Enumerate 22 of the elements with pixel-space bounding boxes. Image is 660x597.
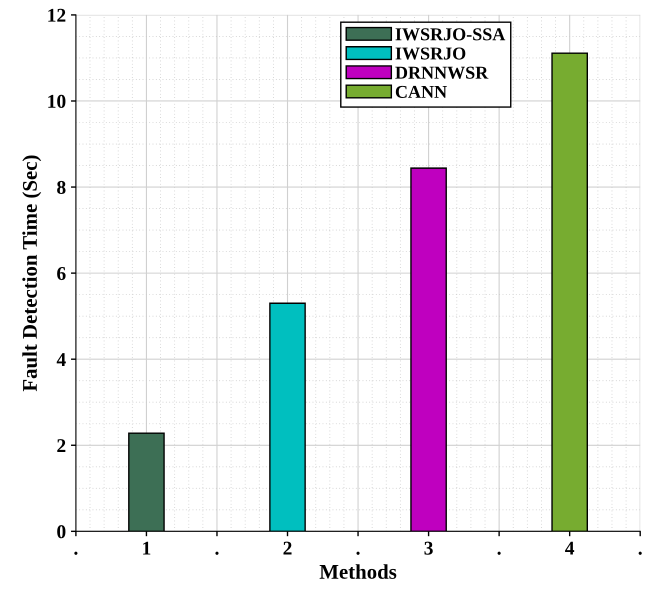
x-tick-label: . bbox=[498, 552, 501, 555]
y-tick-label: 8 bbox=[57, 180, 66, 194]
legend-label: DRNNWSR bbox=[395, 66, 488, 79]
x-tick-label: 4 bbox=[565, 542, 574, 555]
y-axis-title: Fault Detection Time (Sec) bbox=[22, 156, 42, 392]
y-tick-label: 0 bbox=[57, 525, 66, 538]
y-tick-label: 2 bbox=[57, 439, 66, 452]
x-tick-label: 1 bbox=[143, 542, 150, 555]
y-tick-label: 12 bbox=[48, 8, 66, 22]
y-tick-label: 6 bbox=[57, 267, 66, 280]
y-tick-label: 4 bbox=[56, 353, 66, 366]
legend-label: CANN bbox=[396, 86, 447, 98]
legend-label: IWSRJO bbox=[396, 47, 466, 60]
x-tick-label: 2 bbox=[283, 542, 292, 555]
x-tick-label: . bbox=[638, 552, 642, 555]
y-tick-label: 10 bbox=[48, 94, 66, 108]
x-tick-label: 3 bbox=[424, 542, 433, 555]
x-axis-title: Methods bbox=[320, 564, 396, 579]
x-tick-label: . bbox=[356, 552, 360, 555]
x-tick-label: . bbox=[215, 552, 219, 555]
x-tick-label: . bbox=[74, 552, 78, 555]
legend-label: IWSRJO-SSA bbox=[396, 28, 506, 40]
